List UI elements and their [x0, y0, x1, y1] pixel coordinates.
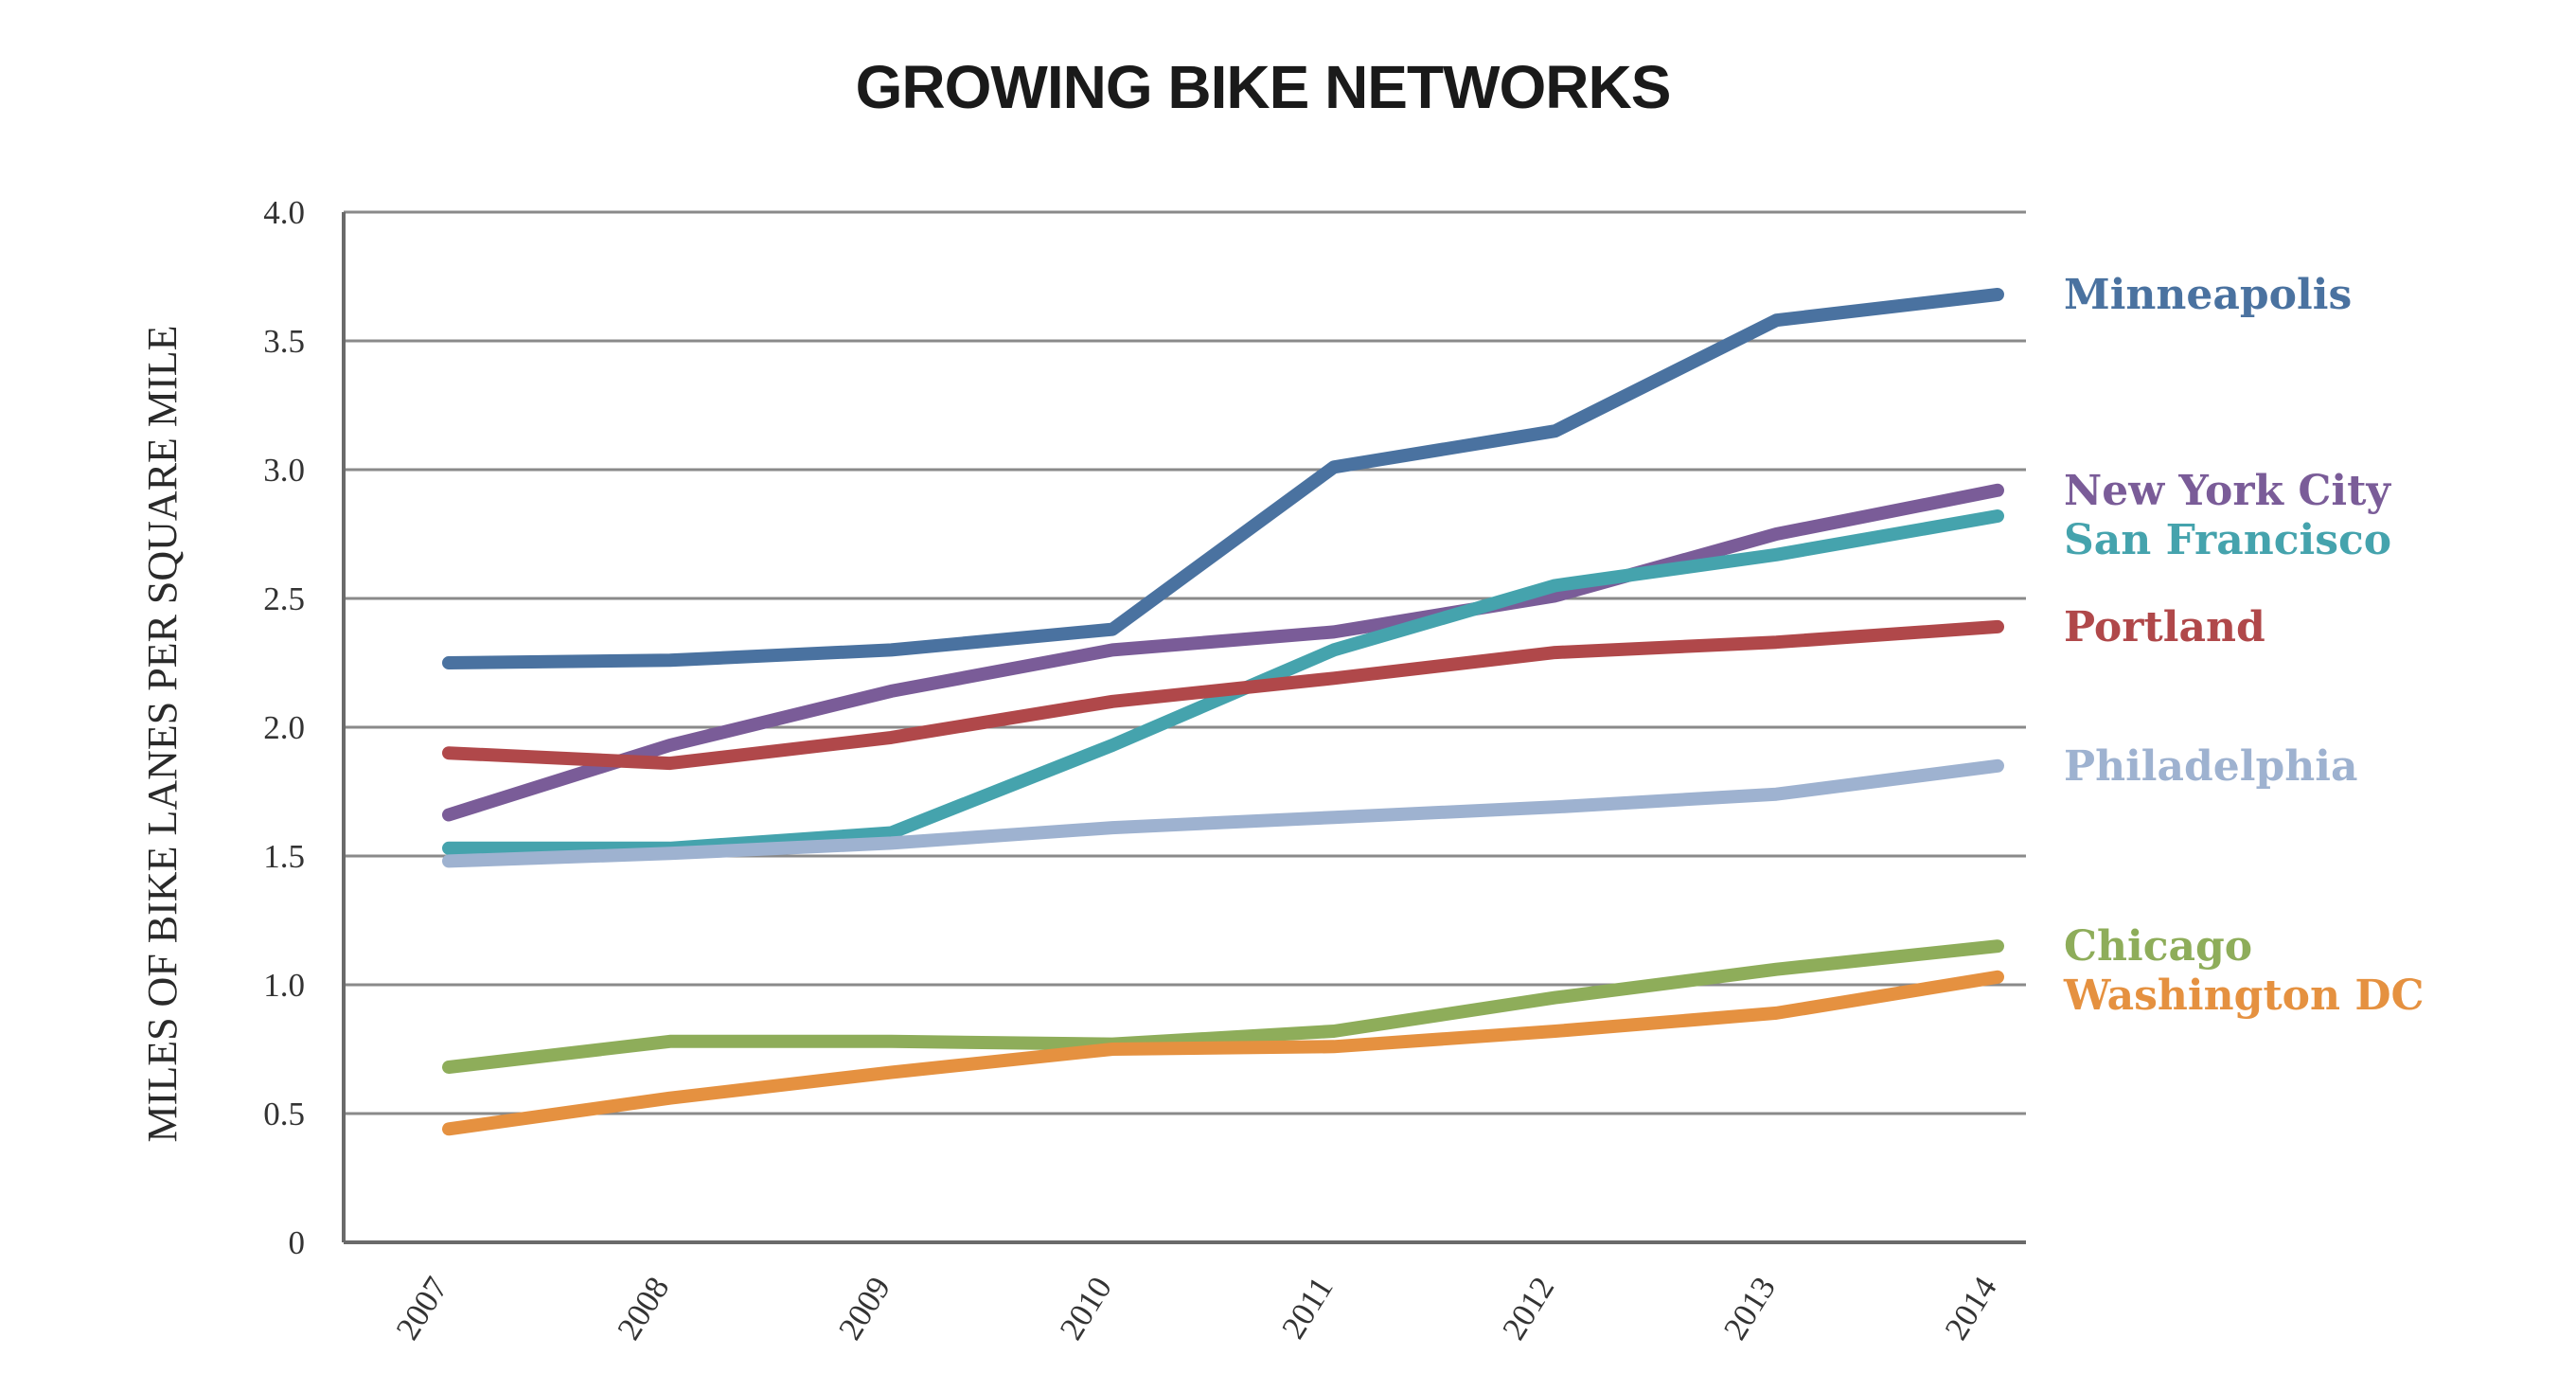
series-line-chicago [442, 939, 2004, 1074]
y-tick-label: 1.5 [263, 838, 305, 875]
chart-title: GROWING BIKE NETWORKS [856, 53, 1671, 121]
series-line-philadelphia [442, 758, 2004, 868]
x-tick-label: 2008 [610, 1271, 676, 1346]
y-tick-label: 4.0 [263, 194, 305, 231]
y-tick-label: 0 [289, 1224, 306, 1261]
y-tick-label: 3.0 [263, 452, 305, 489]
series-lines [442, 288, 2004, 1136]
series-label-minneapolis: Minneapolis [2064, 271, 2352, 319]
series-label-portland: Portland [2064, 603, 2265, 651]
x-tick-label: 2011 [1274, 1271, 1340, 1346]
x-tick-label: 2010 [1053, 1271, 1119, 1346]
x-tick-label: 2009 [831, 1271, 897, 1346]
y-tick-label: 2.0 [263, 709, 305, 746]
y-tick-label: 3.5 [263, 323, 305, 360]
x-tick-label: 2007 [389, 1271, 455, 1346]
series-line-new-york-city [442, 483, 2004, 822]
series-label-philadelphia: Philadelphia [2064, 742, 2357, 791]
y-tick-label: 1.0 [263, 967, 305, 1004]
x-tick-label: 2012 [1495, 1271, 1561, 1346]
series-label-san-francisco: San Francisco [2064, 516, 2391, 564]
y-tick-labels: 0 0.5 1.0 1.5 2.0 2.5 3.0 3.5 4.0 [263, 194, 305, 1261]
y-axis-label: MILES OF BIKE LANES PER SQUARE MILE [139, 326, 186, 1143]
y-tick-label: 0.5 [263, 1096, 305, 1132]
x-tick-labels: 2007 2008 2009 2010 2011 2012 2013 2014 [389, 1271, 2004, 1346]
series-line-washington-dc [442, 970, 2004, 1136]
y-tick-label: 2.5 [263, 580, 305, 617]
series-label-washington-dc: Washington DC [2063, 972, 2425, 1020]
series-label-new-york-city: New York City [2064, 467, 2391, 515]
axes [342, 212, 2026, 1244]
series-label-chicago: Chicago [2064, 922, 2252, 971]
x-tick-label: 2014 [1938, 1271, 2004, 1346]
x-tick-label: 2013 [1716, 1271, 1783, 1346]
series-line-minneapolis [442, 288, 2004, 669]
series-line-portland [442, 619, 2004, 771]
